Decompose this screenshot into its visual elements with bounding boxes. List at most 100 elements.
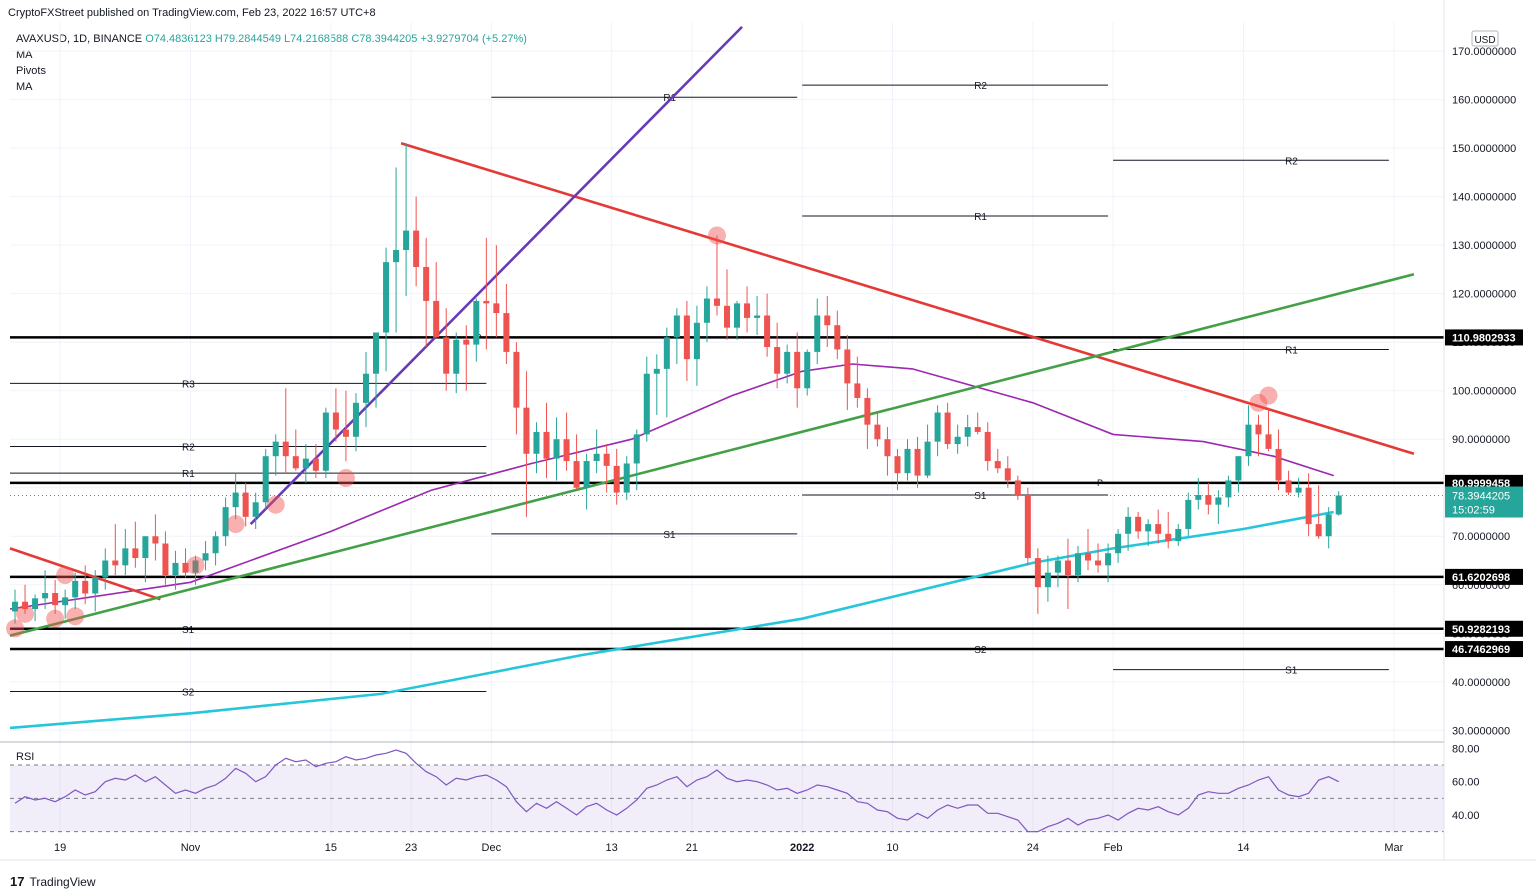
candle-body (744, 303, 751, 318)
indicator-pivots[interactable]: Pivots (16, 65, 46, 77)
rsi-tick-label: 80.00 (1452, 743, 1480, 755)
highlight-circle (16, 604, 35, 623)
highlight-circle (336, 469, 355, 488)
candle-body (884, 439, 891, 457)
candle-body (1285, 480, 1292, 493)
candle-body (1235, 456, 1242, 481)
pivot-label: R2 (1285, 156, 1298, 167)
candle-body (804, 351, 811, 389)
candle-body (252, 502, 259, 517)
y-tick-label: 100.0000000 (1452, 386, 1516, 398)
candle-body (92, 577, 99, 594)
y-tick-label: 120.0000000 (1452, 289, 1516, 301)
candle-body (192, 560, 199, 573)
candle-body (864, 397, 871, 425)
rsi-tick-label: 40.00 (1452, 810, 1480, 822)
candle-body (483, 300, 490, 304)
candle-body (112, 560, 119, 566)
level-price-tag (1445, 641, 1523, 658)
candle-body (403, 230, 410, 251)
candle-body (282, 441, 289, 457)
candle-body (232, 492, 239, 508)
y-tick-label: 140.0000000 (1452, 192, 1516, 204)
highlight-circle (66, 607, 85, 626)
y-tick-label: 40.0000000 (1452, 677, 1510, 689)
candle-body (1275, 448, 1282, 481)
candle-body (1205, 495, 1212, 505)
candle-body (22, 601, 29, 610)
candle-body (1245, 424, 1252, 457)
rsi-pane: RSI (0, 741, 1444, 833)
candle-body (934, 412, 941, 442)
candle-body (1305, 487, 1312, 525)
candle-body (1295, 487, 1302, 493)
candle-body (122, 548, 129, 566)
highlight-circle (56, 566, 75, 585)
trendlines[interactable] (9, 25, 1415, 637)
candle-body (453, 339, 460, 374)
candle-body (152, 536, 159, 544)
pivot-label: S1 (663, 530, 676, 541)
candle-body (393, 250, 400, 263)
highlight-circle (186, 556, 205, 575)
pivot-label: R1 (182, 469, 195, 480)
y-tick-label: 170.0000000 (1452, 46, 1516, 58)
x-tick-label: 10 (886, 842, 898, 854)
candle-body (1014, 480, 1021, 496)
candle-body (312, 458, 319, 471)
pivot-label: R1 (1285, 345, 1298, 356)
candle-body (12, 601, 19, 612)
candle-body (1195, 495, 1202, 500)
x-tick-label: 13 (606, 842, 618, 854)
candle-body (533, 431, 540, 454)
pivot-label: R2 (974, 81, 987, 92)
candle-body (1115, 533, 1122, 554)
x-tick-label: Dec (482, 842, 502, 854)
x-tick-label: 15 (325, 842, 337, 854)
axes: 30.000000040.000000050.000000060.0000000… (0, 0, 1536, 861)
x-tick-label: 23 (405, 842, 417, 854)
candle-body (433, 300, 440, 338)
candle-body (683, 315, 690, 360)
candle-body (1034, 558, 1041, 588)
tradingview-brand: TradingView (29, 874, 96, 889)
indicator-ma-slow[interactable]: MA (16, 81, 33, 93)
candle-body (583, 461, 590, 488)
candle-body (222, 507, 229, 537)
candle-body (1325, 514, 1332, 537)
candle-body (1105, 553, 1112, 566)
moving-averages (9, 363, 1334, 730)
candle-body (202, 553, 209, 561)
candle-body (423, 266, 430, 301)
candle-body (894, 456, 901, 474)
indicator-ma-fast[interactable]: MA (16, 49, 33, 61)
candle-body (383, 262, 390, 333)
candle-body (553, 439, 560, 459)
candle-body (1044, 572, 1051, 588)
candle-body (1165, 533, 1172, 542)
candle-body (82, 580, 89, 594)
candle-body (473, 300, 480, 345)
candle-body (1064, 560, 1071, 576)
currency-label: USD (1474, 35, 1495, 46)
x-tick-label: 19 (54, 842, 66, 854)
tradingview-logo[interactable]: 17 TradingView (10, 874, 96, 889)
candle-body (1145, 524, 1152, 532)
pivot-label: S1 (1285, 666, 1298, 677)
ohlc-open: O74.4836123 (145, 33, 212, 45)
candle-body (784, 351, 791, 374)
level-price-tag (1445, 568, 1523, 585)
candle-body (102, 560, 109, 578)
candle-body (573, 461, 580, 488)
candle-body (1155, 524, 1162, 534)
symbol-name[interactable]: AVAXUSD, 1D, BINANCE (16, 33, 143, 45)
candle-body (162, 543, 169, 576)
x-tick-label: Mar (1384, 842, 1403, 854)
pivot-label: S1 (974, 491, 987, 502)
candle-body (774, 347, 781, 374)
candle-body (42, 593, 49, 599)
candle-body (1125, 516, 1132, 534)
level-price-label: 110.9802933 (1452, 332, 1516, 344)
highlight-circles (6, 226, 1278, 638)
